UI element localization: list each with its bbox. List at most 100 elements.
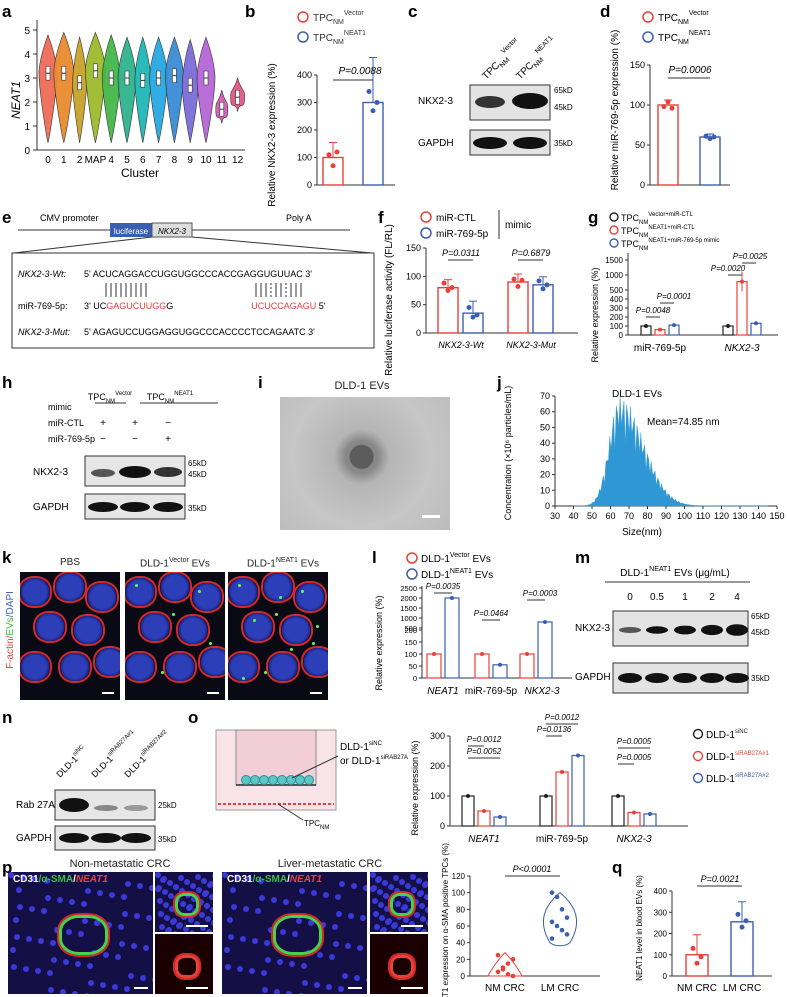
panel-label-n: n — [2, 708, 13, 727]
g-legend-label: TPCNMVector+miR-CTL — [621, 212, 694, 226]
a-ytick-label: 3 — [24, 74, 30, 85]
violin-6 — [134, 36, 152, 143]
data-point — [498, 815, 502, 819]
data-point — [326, 152, 332, 158]
h-sign-ctl: + — [100, 418, 106, 429]
y-tick-label: 1000 — [400, 614, 417, 623]
violin-10 — [196, 36, 216, 143]
a-xtick-label: 4 — [108, 155, 114, 166]
nta-distribution — [573, 396, 768, 507]
d-pval: P=0.0006 — [668, 65, 712, 76]
violin-lm — [542, 892, 578, 947]
data-point — [495, 952, 501, 958]
j-title: DLD-1 EVs — [612, 389, 662, 400]
o-legend-marker — [692, 772, 704, 784]
h-m1: 65kD — [188, 459, 207, 468]
m-conc: 4 — [734, 592, 740, 603]
y-tick-label: 200 — [404, 626, 417, 635]
chart-b: TPCNMVector TPCNMNEAT1 Relative NKX2-3 e… — [267, 10, 395, 207]
h-lane2: TPCNMNEAT1 — [147, 391, 194, 405]
data-point — [544, 282, 550, 288]
data-point — [711, 134, 717, 140]
bar — [555, 771, 569, 827]
y-tick-label: 100 — [404, 650, 417, 659]
y-tick-label: 70 — [540, 391, 550, 401]
data-point — [648, 812, 652, 816]
violin-5 — [117, 36, 137, 143]
m-band-nkx — [619, 627, 641, 633]
bar — [474, 653, 490, 679]
y-tick-label: 0 — [619, 331, 624, 340]
e-wt-label: NKX2-3-Wt: — [18, 269, 67, 279]
o-donor2: or DLD-1siRAB27A — [340, 755, 408, 767]
m-title: DLD-1NEAT1 EVs (μg/mL) — [620, 566, 730, 579]
data-point — [616, 794, 620, 798]
bar — [477, 810, 491, 827]
panel-label-q: q — [612, 858, 623, 877]
data-point — [703, 133, 709, 139]
western-n: DLD-1siNC DLD-1siRAB27A#1 DLD-1siRAB27A#… — [16, 729, 177, 851]
panel-label-l: l — [372, 548, 377, 567]
f-pval: P=0.6879 — [512, 248, 551, 258]
a-ytick-label: 2 — [24, 98, 30, 109]
q-group: NM CRC — [677, 983, 717, 994]
h-row2: miR-769-5p — [48, 434, 95, 444]
o-legend-label: DLD-1siRAB27A#2 — [706, 773, 770, 785]
q-group: LM CRC — [723, 983, 761, 994]
bar — [519, 653, 535, 679]
y-tick-label: 0 — [461, 972, 466, 981]
data-point — [658, 327, 662, 332]
p-image-nm-zoom-neat1 — [155, 934, 213, 994]
y-tick-label: 60 — [456, 922, 465, 931]
data-point — [515, 284, 521, 290]
data-point — [510, 973, 516, 979]
e-mut-seq: 5' AGAGUCCUGGAGGUGGCCCACCCCTCCAGAATC 3' — [84, 327, 315, 337]
h-m2: 45kD — [188, 470, 207, 479]
p-title-lm: Liver-metastatic CRC — [277, 858, 383, 870]
b-leg1-sub: NM — [333, 19, 344, 26]
h-sign-ctl: − — [165, 418, 171, 429]
y-tick-label: 2000 — [400, 594, 417, 603]
chart-p: NEAT1 expression on α-SMA positive TPCs … — [441, 843, 600, 997]
data-point — [500, 967, 506, 972]
y-tick-label: 400 — [297, 70, 312, 80]
h-lane1: TPCNMVector — [88, 391, 132, 405]
panel-label-d: d — [600, 2, 611, 21]
y-tick-label: 400 — [610, 295, 624, 304]
chart-l: DLD-1Vector EVs DLD-1NEAT1 EVs Relative … — [374, 552, 572, 697]
data-point — [366, 89, 372, 94]
o-ylabel: Relative expression (%) — [410, 740, 420, 835]
y-tick-label: 100 — [406, 271, 421, 281]
o-legend-label: DLD-1siRAB27A#1 — [706, 751, 770, 763]
n-row2: GAPDH — [16, 833, 52, 844]
y-tick-label: 1000 — [605, 271, 623, 280]
a-xlabel: Cluster — [121, 166, 159, 180]
j-xlabel: Size(nm) — [622, 527, 662, 538]
a-xtick-label: 0 — [45, 155, 51, 166]
x-tick-label: 50 — [587, 511, 597, 521]
a-xtick-label: MAP — [85, 155, 107, 166]
g-pval: P=0.0025 — [733, 252, 768, 261]
data-point — [669, 105, 675, 111]
construct-e: CMV promoter Poly A luciferase NKX2-3 NK… — [11, 213, 375, 349]
y-tick-label: 50 — [540, 422, 550, 432]
e-promoter: CMV promoter — [40, 213, 99, 223]
e-gene: NKX2-3 — [158, 227, 187, 236]
x-tick-label: 100 — [677, 511, 692, 521]
y-tick-label: 10 — [540, 485, 550, 495]
nta-chart: DLD-1 EVs Mean=74.85 nm Concentration (×… — [503, 386, 785, 538]
m-band-nkx — [646, 626, 668, 634]
y-tick-label: 300 — [654, 908, 668, 917]
bar — [444, 597, 460, 679]
data-point — [549, 919, 555, 925]
data-point — [564, 932, 570, 937]
c-m2: 45kD — [554, 103, 573, 112]
f-pval: P=0.0311 — [442, 248, 480, 258]
y-tick-label: 300 — [430, 731, 445, 741]
m-conc: 0 — [627, 592, 633, 603]
data-point — [694, 960, 700, 966]
data-point — [644, 324, 648, 328]
bar — [362, 101, 384, 186]
c-m1: 65kD — [554, 86, 573, 95]
